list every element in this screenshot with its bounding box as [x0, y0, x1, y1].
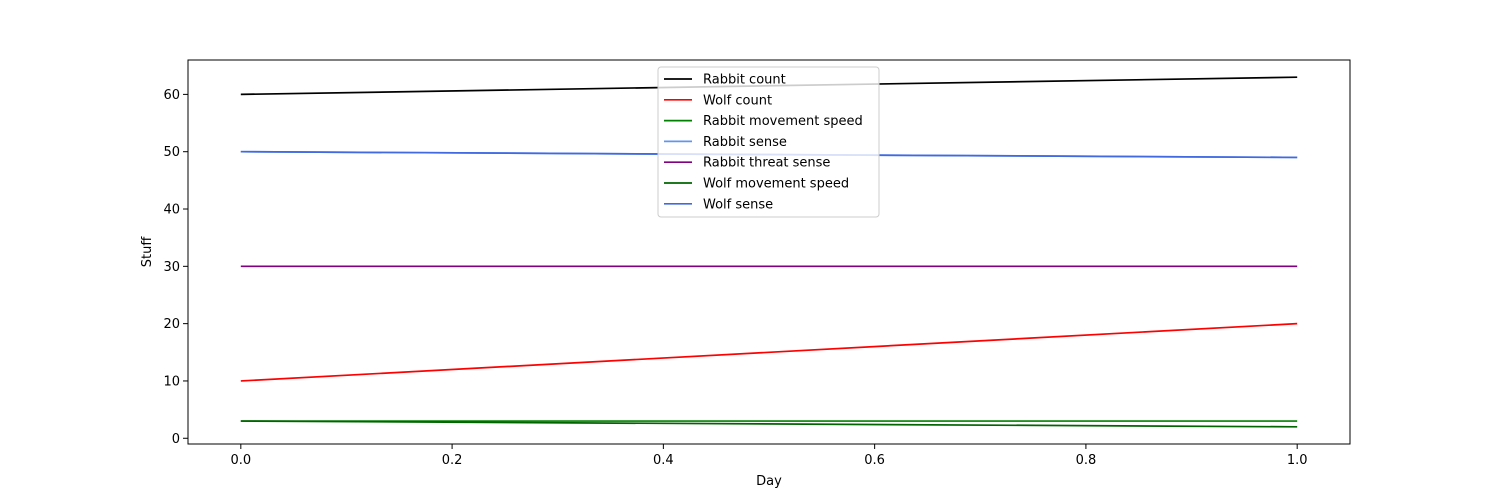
legend-label: Rabbit threat sense: [703, 156, 830, 171]
x-tick-label: 0.6: [864, 453, 885, 468]
legend-label: Rabbit count: [703, 73, 786, 88]
x-axis-label: Day: [756, 474, 782, 489]
y-tick-label: 50: [163, 145, 180, 160]
legend-entries: Rabbit count Wolf count Rabbit movement sp…: [664, 73, 863, 212]
x-tick-label: 0.8: [1076, 453, 1097, 468]
series-line-2: [240, 322, 1298, 382]
y-tick-label: 30: [163, 260, 180, 275]
plot-frame: [187, 59, 1351, 445]
y-axis-label: Stuff: [140, 236, 155, 268]
y-tick-label: 0: [172, 432, 180, 447]
x-tick-label: 0.2: [442, 453, 463, 468]
y-axis: 0 10 20 30 40 50 60: [163, 88, 188, 447]
y-tick-label: 10: [163, 374, 180, 389]
series-line-6: [240, 420, 1298, 428]
y-tick-label: 60: [163, 88, 180, 103]
y-tick-label: 40: [163, 203, 180, 218]
legend-label: Wolf movement speed: [703, 177, 849, 192]
x-axis: 0.0 0.2 0.4 0.6 0.8 1.0: [230, 444, 1308, 468]
legend-label: Wolf count: [703, 93, 772, 108]
x-tick-label: 1.0: [1287, 453, 1308, 468]
legend: Rabbit count Wolf count Rabbit movement sp…: [657, 66, 880, 218]
y-tick-label: 20: [163, 317, 180, 332]
x-tick-label: 0.0: [230, 453, 251, 468]
legend-label: Rabbit movement speed: [703, 114, 863, 129]
legend-box: [657, 66, 880, 218]
x-tick-label: 0.4: [653, 453, 674, 468]
plot-area: [187, 59, 1351, 445]
legend-label: Rabbit sense: [703, 135, 787, 150]
legend-label: Wolf sense: [703, 197, 773, 212]
series-lines: [240, 76, 1298, 428]
